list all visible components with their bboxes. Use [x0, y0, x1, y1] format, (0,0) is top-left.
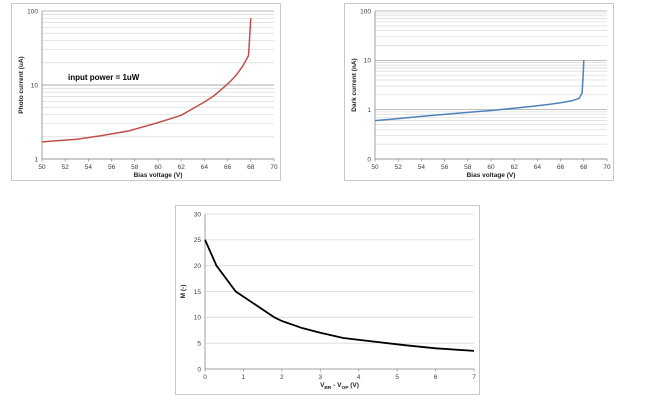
x-tick-label: 68 [247, 164, 255, 171]
x-tick-label: 58 [131, 164, 139, 171]
x-tick-label: 60 [154, 164, 162, 171]
y-tick-label: 0 [367, 156, 371, 163]
y-tick-label: 15 [194, 289, 202, 296]
x-tick-label: 56 [441, 164, 449, 171]
x-tick-label: 70 [270, 164, 278, 171]
x-tick-label: 52 [62, 164, 70, 171]
x-tick-label: 62 [511, 164, 519, 171]
x-tick-label: 5 [395, 374, 399, 381]
x-tick-label: 1 [242, 374, 246, 381]
x-tick-label: 2 [280, 374, 284, 381]
x-axis-label-subscript: BR [324, 385, 331, 391]
x-tick-label: 3 [318, 374, 322, 381]
x-axis-label: VBR - VOP (V) [320, 382, 359, 391]
y-tick-label: 100 [360, 8, 371, 15]
y-tick-label: 100 [27, 8, 38, 15]
y-tick-label: 10 [364, 58, 372, 65]
x-tick-label: 50 [38, 164, 46, 171]
y-tick-label: 1 [367, 107, 371, 114]
series-line [374, 60, 585, 122]
photo-current-chart: 50 52 54 56 58 60 62 64 66 68 70 1 10 100 Bias voltage… [18, 8, 278, 179]
x-tick-label: 58 [464, 164, 472, 171]
x-axis-label: Bias voltage (V) [467, 172, 516, 179]
x-axis-label-part: - V [331, 382, 342, 389]
y-axis-label: M (-) [180, 285, 187, 299]
y-axis-label: Dark current (nA) [351, 58, 358, 111]
x-tick-label: 60 [487, 164, 495, 171]
x-tick-label: 7 [472, 374, 476, 381]
x-axis-label-subscript: OP [341, 385, 349, 391]
x-tick-label: 56 [108, 164, 116, 171]
x-tick-label: 66 [557, 164, 565, 171]
x-tick-label: 64 [201, 164, 209, 171]
x-tick-label: 54 [418, 164, 426, 171]
x-tick-label: 0 [203, 374, 207, 381]
x-tick-label: 68 [580, 164, 588, 171]
x-tick-label: 52 [395, 164, 403, 171]
series-line [41, 18, 252, 143]
x-axis-label-part: (V) [348, 382, 358, 389]
x-tick-label: 54 [85, 164, 93, 171]
chart-annotation: input power = 1uW [68, 73, 140, 82]
y-tick-label: 1 [34, 156, 38, 163]
chart-panel-multiplication: 0 1 2 3 4 5 6 7 0 5 10 15 20 25 30 VBR - VOP (V) M (-) [175, 205, 480, 395]
x-tick-label: 50 [371, 164, 379, 171]
y-tick-label: 5 [197, 340, 201, 347]
multiplication-chart: 0 1 2 3 4 5 6 7 0 5 10 15 20 25 30 VBR - VOP (V) M (-) [180, 211, 476, 391]
x-axis-label: Bias voltage (V) [134, 172, 183, 179]
x-tick-label: 6 [434, 374, 438, 381]
y-tick-label: 25 [194, 237, 202, 244]
y-tick-label: 10 [31, 82, 39, 89]
x-axis-label-part: V [320, 382, 325, 389]
series-line [204, 239, 475, 352]
chart-panel-dark-current: 50 52 54 56 58 60 62 64 66 68 70 0 1 10 100 Bias voltag… [344, 3, 614, 181]
x-tick-label: 64 [534, 164, 542, 171]
chart-panel-photo-current: 50 52 54 56 58 60 62 64 66 68 70 1 10 100 Bias voltage… [11, 3, 281, 181]
dark-current-chart: 50 52 54 56 58 60 62 64 66 68 70 0 1 10 100 Bias voltag… [351, 8, 611, 179]
x-tick-label: 70 [603, 164, 611, 171]
x-tick-label: 4 [357, 374, 361, 381]
y-axis-label: Photo current (uA) [18, 56, 25, 113]
y-tick-label: 0 [197, 366, 201, 373]
y-tick-label: 10 [194, 315, 202, 322]
y-tick-label: 20 [194, 263, 202, 270]
y-tick-label: 30 [194, 211, 202, 218]
x-tick-label: 62 [178, 164, 186, 171]
x-tick-label: 66 [224, 164, 232, 171]
